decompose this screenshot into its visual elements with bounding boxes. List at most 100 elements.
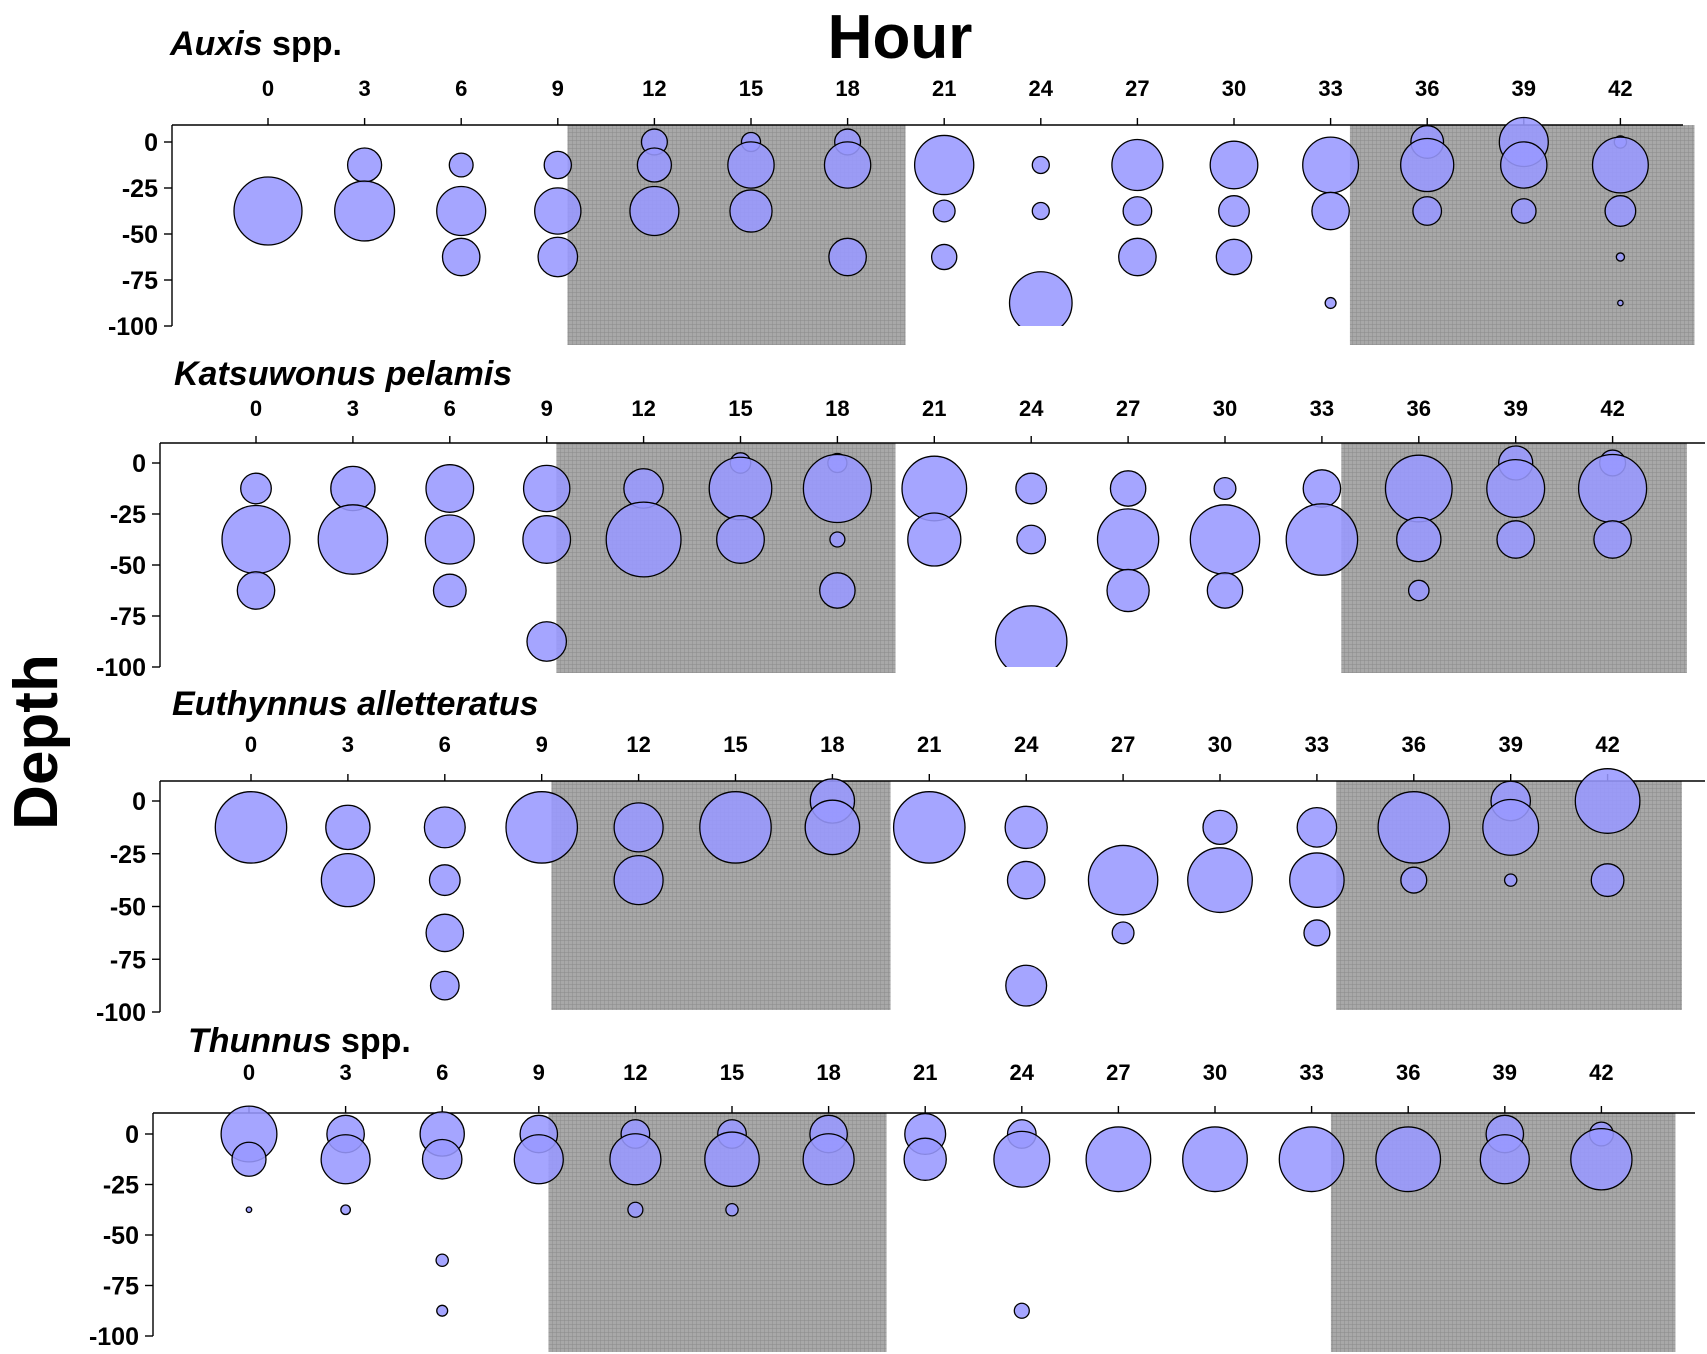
x-tick-label: 0 (250, 396, 262, 421)
x-tick-label: 0 (262, 76, 274, 101)
bubble-point (1302, 469, 1342, 508)
bubble-point (629, 185, 680, 237)
bubble-point (340, 1204, 352, 1216)
bubble-point (1590, 863, 1625, 898)
bubble-point (802, 1133, 855, 1186)
bubble-point (1096, 508, 1160, 571)
x-tick-label: 30 (1222, 76, 1246, 101)
x-tick-label: 30 (1213, 396, 1237, 421)
bubble-group (233, 116, 1649, 326)
x-tick-label: 3 (347, 396, 359, 421)
panels: Auxis spp.0 3 6 9 12 15 18 21 24 27 30 33 36 39 420-25… (89, 25, 1705, 1352)
bubble-point (526, 621, 568, 662)
y-tick-label: -100 (96, 999, 146, 1027)
x-tick-label: 18 (835, 76, 859, 101)
bubble-point (1016, 524, 1047, 555)
bubble-point (613, 802, 664, 853)
x-tick-label: 36 (1415, 76, 1439, 101)
bubble-point (804, 799, 861, 856)
x-tick-label: 33 (1305, 732, 1329, 757)
x-tick-label: 21 (917, 732, 941, 757)
bubble-point (1412, 196, 1443, 226)
bubble-point (903, 1137, 947, 1181)
bubble-group (220, 1105, 1633, 1319)
bubble-point (1615, 252, 1626, 262)
bubble-point (1311, 191, 1350, 231)
x-tick-label: 6 (455, 76, 467, 101)
bubble-point (214, 791, 288, 864)
bubble-point (1617, 299, 1624, 307)
bubble-point (1111, 138, 1164, 192)
bubble-point (1006, 860, 1046, 900)
y-tick-label: -25 (122, 175, 158, 203)
x-tick-label: 15 (728, 396, 752, 421)
species-name: Euthynnus alletteratus (172, 685, 539, 723)
bubble-point (1400, 137, 1455, 193)
y-tick-label: -75 (110, 946, 146, 974)
bubble-point (522, 515, 572, 564)
species-name: Thunnus (188, 1022, 332, 1060)
bubble-point (1510, 198, 1537, 224)
bubble-point (1396, 516, 1442, 563)
bubble-point (1111, 921, 1135, 945)
x-tick-label: 39 (1493, 1060, 1517, 1085)
bubble-point (435, 1253, 449, 1268)
bubble-point (1570, 1128, 1633, 1191)
y-tick-label: -75 (110, 603, 146, 631)
bubble-point (1289, 852, 1345, 908)
bubble-point (613, 854, 664, 906)
bubble-point (429, 970, 460, 1001)
y-tick-label: -100 (108, 313, 158, 341)
x-tick-label: 24 (1010, 1060, 1035, 1085)
bubble-point (1118, 237, 1157, 277)
bubble-point (1482, 798, 1540, 856)
x-tick-label: 15 (739, 76, 763, 101)
x-tick-label: 9 (533, 1060, 545, 1085)
bubble-point (1278, 1126, 1345, 1193)
x-tick-label: 27 (1106, 1060, 1130, 1085)
y-tick-label: -50 (110, 552, 146, 580)
bubble-point (428, 864, 461, 897)
x-tick-label: 33 (1310, 396, 1334, 421)
bubble-point (993, 1130, 1051, 1188)
x-tick-label: 9 (536, 732, 548, 757)
bubble-point (1400, 866, 1428, 894)
x-tick-label: 27 (1111, 732, 1135, 757)
bubble-point (432, 573, 467, 608)
bubble-point (932, 199, 956, 223)
bubble-point (436, 1304, 449, 1317)
bubble-point (913, 134, 975, 196)
bubble-point (1015, 472, 1048, 505)
bubble-point (829, 531, 846, 548)
bubble-point (1500, 141, 1548, 189)
bubble-point (245, 1206, 253, 1214)
bubble-point (609, 1133, 662, 1186)
x-tick-label: 24 (1029, 76, 1054, 101)
bubble-point (1577, 453, 1648, 524)
y-tick-label: -25 (110, 501, 146, 529)
bubble-point (1303, 919, 1331, 947)
chart-title: Hour (828, 3, 973, 72)
bubble-point (441, 237, 481, 277)
bubble-point (1189, 504, 1261, 575)
bubble-point (1106, 568, 1150, 613)
x-tick-label: 42 (1589, 1060, 1613, 1085)
x-tick-label: 0 (243, 1060, 255, 1085)
y-tick-label: -25 (103, 1172, 139, 1200)
x-tick-label: 3 (358, 76, 370, 101)
bubble-point (828, 237, 867, 277)
x-tick-label: 30 (1203, 1060, 1227, 1085)
bubble-group (214, 768, 1641, 1007)
y-tick-label: -75 (103, 1273, 139, 1301)
bubble-point (233, 176, 303, 246)
bubble-point (221, 504, 291, 575)
panel-title: Thunnus spp. (188, 1022, 411, 1060)
x-tick-label: 18 (825, 396, 849, 421)
bubble-point (1109, 470, 1147, 507)
x-tick-label: 3 (339, 1060, 351, 1085)
bubble-point (1324, 296, 1337, 310)
bubble-point (1591, 136, 1649, 194)
bubble-point (537, 236, 579, 278)
x-tick-label: 21 (922, 396, 946, 421)
